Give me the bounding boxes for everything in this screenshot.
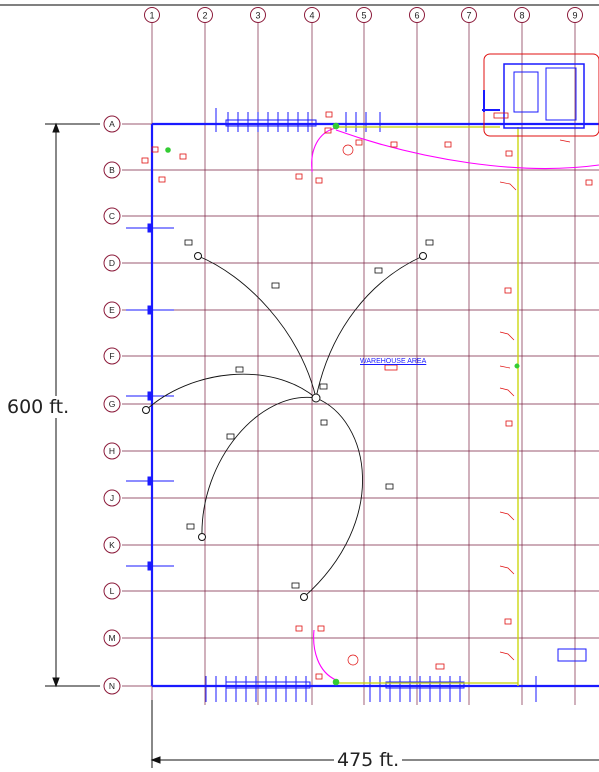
row-bubble-labels: A B C D E F G H J K L M N	[108, 119, 115, 691]
row-label: N	[109, 681, 115, 691]
column-label: 9	[572, 11, 577, 21]
annotation-nodes	[165, 122, 520, 686]
circuit-nodes	[142, 252, 427, 601]
row-label: C	[109, 211, 115, 221]
column-bubbles	[144, 7, 583, 23]
row-label: J	[110, 493, 114, 503]
row-label: M	[108, 633, 115, 643]
electrical-room	[482, 53, 599, 137]
warehouse-area-label: WAREHOUSE AREA	[360, 358, 427, 365]
column-bubble-labels: 1 2 3 4 5 6 7 8 9	[149, 11, 577, 21]
row-bubbles	[103, 115, 121, 695]
row-label: K	[109, 540, 115, 550]
row-label: L	[110, 586, 115, 596]
row-label: H	[109, 446, 115, 456]
column-label: 5	[361, 11, 366, 21]
circuit-tags	[184, 239, 434, 589]
left-wall-doors	[126, 223, 174, 571]
dimension-lines	[45, 122, 599, 768]
branch-circuits	[311, 127, 599, 681]
annotation-leaders	[342, 139, 571, 666]
main-feeder	[336, 126, 519, 686]
circuit-arcs	[145, 255, 424, 598]
column-label: 1	[149, 11, 154, 21]
equipment-box	[557, 648, 587, 662]
annotation-tags	[141, 111, 593, 680]
width-dimension-label: 475 ft.	[334, 749, 403, 771]
row-label: E	[109, 305, 115, 315]
row-label: A	[109, 119, 115, 129]
row-grid-lines	[122, 123, 599, 687]
column-label: 4	[309, 11, 314, 21]
row-label: B	[109, 165, 115, 175]
row-label: D	[109, 258, 115, 268]
row-label: G	[109, 399, 116, 409]
top-dock-doors	[215, 108, 381, 132]
column-label: 3	[255, 11, 260, 21]
column-label: 2	[202, 11, 207, 21]
bottom-dock-doors	[205, 676, 537, 702]
column-label: 6	[414, 11, 419, 21]
height-dimension-label: 600 ft.	[4, 396, 73, 418]
row-label: F	[109, 351, 114, 361]
column-label: 7	[466, 11, 471, 21]
building-outline	[150, 122, 599, 688]
column-label: 8	[519, 11, 524, 21]
